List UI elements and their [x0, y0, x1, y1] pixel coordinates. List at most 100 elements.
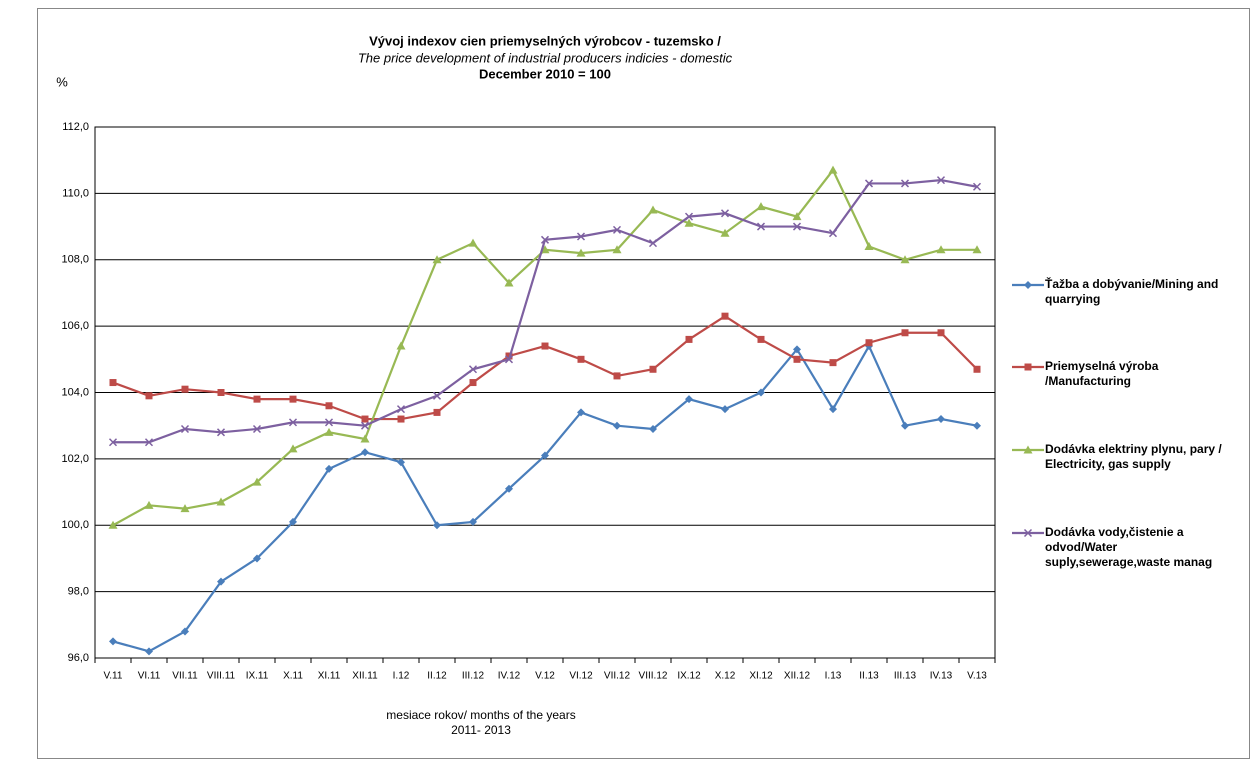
x-tick-label: V.12: [535, 671, 555, 682]
marker: [685, 335, 693, 343]
marker: [721, 312, 729, 320]
marker: [289, 395, 297, 403]
y-tick-label: 100,0: [61, 519, 89, 531]
marker: [612, 225, 622, 234]
marker: [360, 434, 370, 443]
marker: [973, 365, 981, 373]
x-tick-label: XII.12: [784, 671, 811, 682]
marker: [468, 238, 478, 247]
x-tick-label: IV.12: [498, 671, 521, 682]
marker: [829, 359, 837, 367]
x-tick-label: IX.12: [677, 671, 701, 682]
x-tick-label: VIII.11: [207, 671, 236, 682]
marker: [540, 235, 550, 244]
marker: [361, 448, 369, 457]
marker: [793, 355, 801, 363]
marker: [756, 202, 766, 211]
marker: [612, 245, 622, 254]
marker: [109, 379, 117, 387]
marker: [468, 365, 478, 374]
marker: [1023, 445, 1033, 454]
marker: [253, 395, 261, 403]
marker: [684, 218, 694, 227]
marker: [720, 209, 730, 218]
legend-label: Ťažba a dobývanie/Mining and quarrying: [1045, 277, 1219, 306]
marker: [397, 458, 405, 467]
marker: [828, 229, 838, 238]
y-tick-label: 98,0: [68, 586, 89, 598]
legend-label: Dodávka vody,čistenie a odvod/Water supl…: [1045, 525, 1213, 569]
x-tick-label: X.11: [283, 671, 303, 682]
marker: [936, 176, 946, 185]
marker: [901, 421, 909, 430]
marker: [721, 405, 729, 414]
x-tick-label: IV.13: [930, 671, 953, 682]
marker: [937, 329, 945, 337]
marker: [576, 248, 586, 257]
marker: [541, 451, 549, 460]
x-tick-label: X.12: [715, 671, 736, 682]
marker: [649, 425, 657, 434]
y-unit: %: [56, 74, 68, 89]
marker: [396, 405, 406, 414]
marker: [865, 339, 873, 347]
marker: [360, 421, 370, 430]
marker: [145, 647, 153, 656]
marker: [396, 341, 406, 350]
marker: [181, 385, 189, 393]
marker: [648, 239, 658, 248]
marker: [324, 418, 334, 427]
x-tick-label: VII.12: [604, 671, 631, 682]
marker: [145, 392, 153, 400]
marker: [433, 408, 441, 416]
marker: [1024, 281, 1032, 289]
marker: [505, 484, 513, 493]
x-axis-label: 2011- 2013: [451, 723, 511, 737]
x-tick-label: I.13: [825, 671, 842, 682]
marker: [361, 415, 369, 423]
x-axis-label: mesiace rokov/ months of the years: [386, 708, 575, 722]
marker: [253, 554, 261, 563]
marker: [864, 179, 874, 188]
marker: [973, 421, 981, 430]
marker: [972, 245, 982, 254]
marker: [504, 278, 514, 287]
marker: [792, 212, 802, 221]
x-tick-label: XII.11: [352, 671, 378, 682]
marker: [937, 415, 945, 424]
legend-label: Priemyselná výroba /Manufacturing: [1045, 359, 1159, 388]
marker: [1023, 528, 1033, 538]
marker: [613, 372, 621, 380]
marker: [397, 415, 405, 423]
marker: [829, 405, 837, 414]
marker: [577, 355, 585, 363]
marker: [433, 521, 441, 530]
marker: [288, 418, 298, 427]
marker: [252, 424, 262, 434]
x-tick-label: I.12: [393, 671, 410, 682]
marker: [757, 388, 765, 397]
marker: [613, 421, 621, 430]
marker: [432, 255, 442, 264]
marker: [217, 577, 225, 586]
marker: [685, 395, 693, 404]
marker: [180, 504, 190, 513]
marker: [720, 228, 730, 237]
marker: [756, 222, 766, 231]
marker: [144, 438, 154, 447]
series-line: [113, 178, 978, 444]
marker: [900, 179, 910, 188]
marker: [576, 232, 586, 241]
y-tick-label: 112,0: [62, 121, 89, 133]
marker: [469, 379, 477, 387]
x-tick-label: III.13: [894, 671, 917, 682]
marker: [216, 497, 226, 506]
marker: [757, 335, 765, 343]
marker: [792, 222, 802, 231]
y-tick-label: 102,0: [61, 453, 89, 465]
x-tick-label: VI.11: [138, 671, 161, 682]
marker: [577, 408, 585, 417]
marker: [144, 500, 154, 509]
